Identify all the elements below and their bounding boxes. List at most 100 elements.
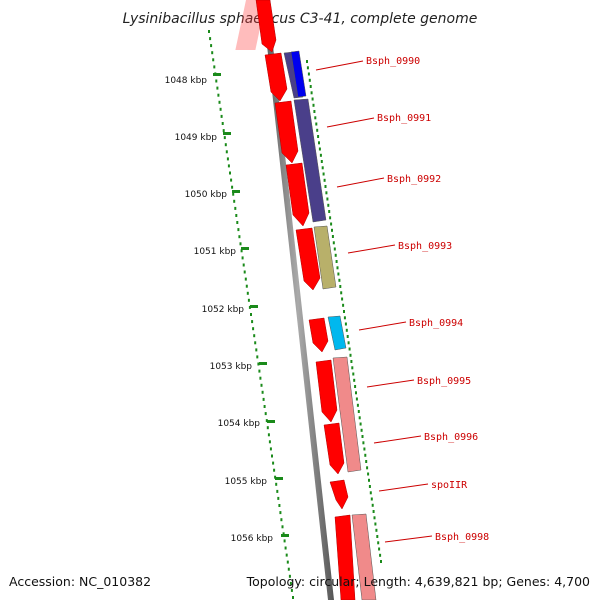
svg-text:1049 kbp: 1049 kbp [175,133,218,143]
gc-dot [223,136,226,140]
gc-dot [377,541,380,545]
gc-dot [233,199,236,203]
gc-dot [357,410,360,413]
gc-dot [378,547,381,551]
gc-dot [286,560,289,564]
gc-guide-lines [208,30,382,599]
gc-dot [269,447,272,451]
gc-dot [271,454,273,458]
gc-dot [334,253,337,257]
gc-dot [307,72,310,76]
gc-dot [226,157,229,161]
gc-dot [318,147,321,151]
gc-dot [352,372,355,376]
gc-dot [260,383,263,387]
gc-dot [264,412,267,416]
gc-dot [259,376,262,380]
gc-dot [268,440,271,444]
gc-dot [308,78,311,82]
gene-label: Bsph_0998 [435,532,489,543]
gc-dot [279,511,282,515]
gene-label: Bsph_0994 [409,318,463,329]
gc-dot [342,303,345,307]
gc-dot [341,297,344,301]
svg-text:1056 kbp: 1056 kbp [231,534,274,544]
blast-hit [293,98,327,223]
gc-dot [261,390,264,394]
gc-dot [315,122,318,126]
gc-dot [373,516,376,520]
cds-arrow [264,52,288,102]
gc-dot [230,178,233,182]
kbp-tick: 1055 kbp [225,477,283,487]
gc-dot [317,135,320,138]
gc-dot [322,172,325,176]
gc-dot [374,522,377,526]
svg-text:1053 kbp: 1053 kbp [210,362,253,372]
gc-dot [235,214,238,217]
gc-dot [318,141,320,145]
gc-dot [212,58,215,62]
gc-dot [267,433,270,437]
gc-dot [241,256,244,260]
gc-dot [244,277,247,281]
kbp-tick: 1052 kbp [202,305,258,315]
gc-dot [263,405,266,408]
gc-dot [273,468,276,472]
gc-dot [353,378,356,382]
gc-dot [367,472,370,476]
gc-dot [256,355,259,359]
gc-dot [350,360,353,363]
svg-text:1051 kbp: 1051 kbp [194,247,237,257]
gc-dot [240,249,243,253]
cds-arrow [255,0,277,53]
gc-dot [282,532,285,536]
cds-arrow [334,514,356,600]
gc-dot [330,222,333,226]
gc-dot [258,369,261,373]
gc-dot [251,320,254,324]
blast-hits [283,50,377,600]
gc-dot [242,263,245,267]
gc-dot [354,385,357,388]
gc-dot [368,478,370,482]
gc-dot [236,221,239,224]
map-title: Lysinibacillus sphaericus C3-41, complet… [123,11,478,27]
gc-dot [343,316,346,320]
cds-arrow [308,317,329,353]
gene-label: Bsph_0995 [417,376,471,387]
gc-dot [360,428,363,432]
gc-dot [340,291,343,295]
gc-dot [323,178,326,182]
gc-dot [225,150,228,154]
gc-dot [209,37,212,41]
gc-dot [351,366,354,370]
gc-dot [370,497,373,501]
blast-hit [313,225,337,290]
gene-label: Bsph_0991 [377,113,431,124]
gc-dot [248,305,251,309]
gc-dot [380,560,382,563]
gc-dot [332,241,335,245]
svg-text:1052 kbp: 1052 kbp [202,305,245,315]
gc-dot [222,129,225,133]
gc-dot [288,574,291,578]
svg-text:1055 kbp: 1055 kbp [225,477,268,487]
gc-dot [229,171,231,175]
gc-dot [365,460,368,463]
gc-dot [371,503,374,507]
gc-dot [379,553,382,557]
gc-dot [280,518,283,522]
gc-dot [361,435,364,438]
gc-dot [284,546,287,550]
gc-dot [277,496,280,500]
kbp-tick: 1049 kbp [175,132,231,143]
svg-text:1050 kbp: 1050 kbp [185,190,228,200]
gc-dot [372,510,375,513]
gc-dot [325,191,328,195]
gc-dot [255,348,258,352]
gc-dot [355,397,358,401]
gene-label: Bsph_0992 [387,174,441,185]
gc-dot [329,216,332,220]
